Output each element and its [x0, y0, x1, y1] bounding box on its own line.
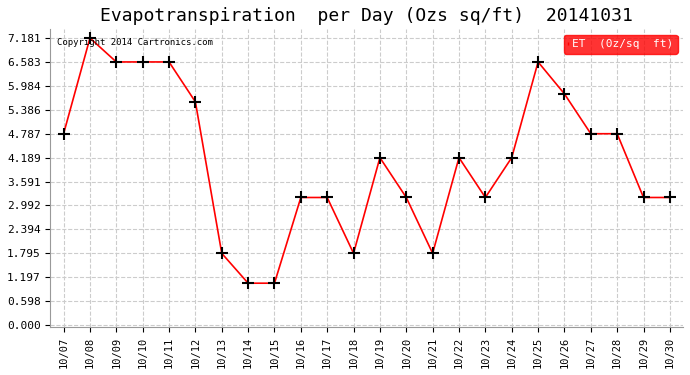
Legend: ET  (0z/sq  ft): ET (0z/sq ft) [564, 35, 678, 54]
Text: Copyright 2014 Cartronics.com: Copyright 2014 Cartronics.com [57, 38, 213, 47]
Title: Evapotranspiration  per Day (Ozs sq/ft)  20141031: Evapotranspiration per Day (Ozs sq/ft) 2… [100, 7, 633, 25]
